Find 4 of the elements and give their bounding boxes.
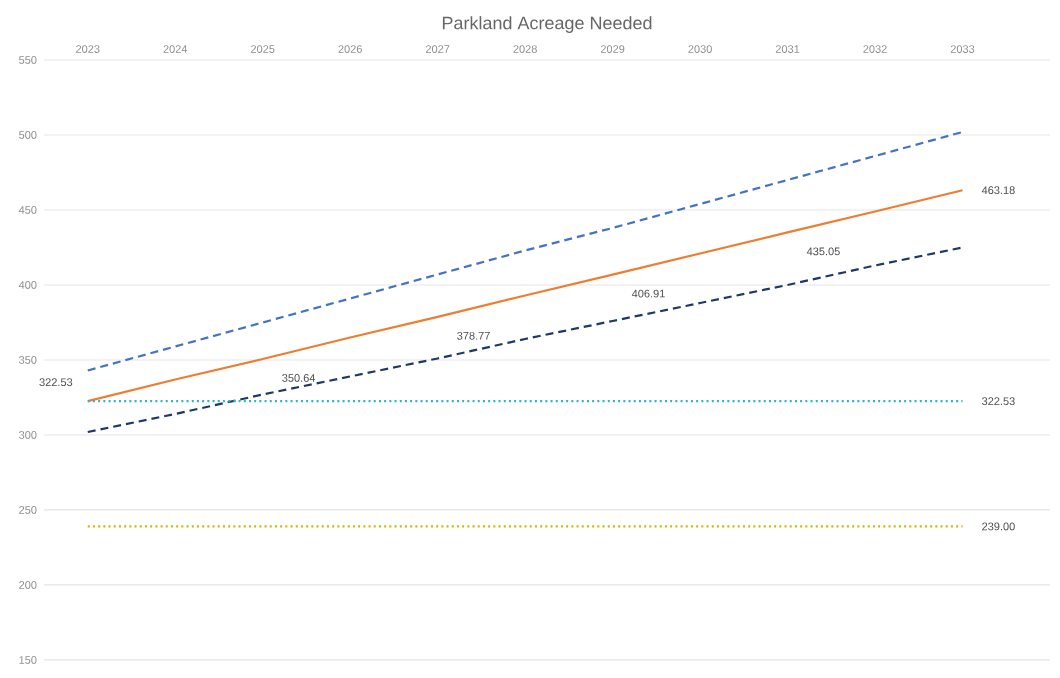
- line-series: [86, 189, 964, 403]
- line-series: [86, 246, 964, 434]
- chart-title: Parkland Acreage Needed: [442, 16, 652, 33]
- line-series: [86, 130, 964, 372]
